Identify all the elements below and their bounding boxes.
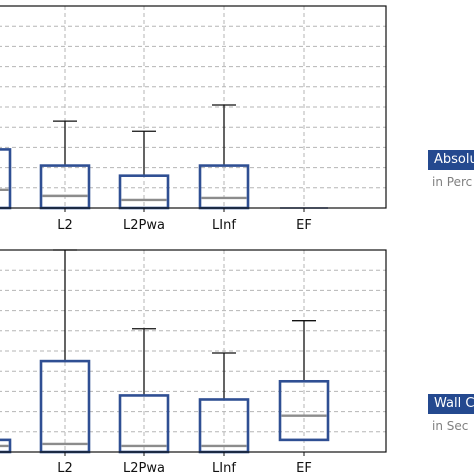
top-panel-sublabel: in Perc (432, 175, 473, 189)
bottom-box-first (0, 438, 12, 454)
top-x-tick-label: LInf (212, 218, 236, 233)
top-box-l2 (39, 164, 91, 210)
bottom-panel-label: Wall C (428, 394, 474, 414)
bottom-panel-sublabel: in Sec (432, 419, 469, 433)
bottom-x-tick-label: EF (296, 461, 312, 474)
bottom-x-tick-label: L2 (57, 461, 73, 474)
bottom-box-ef (278, 379, 330, 442)
top-x-tick-label: L2 (57, 218, 73, 233)
bottom-plot-frame (0, 249, 387, 453)
top-panel-label: Absolu (428, 150, 474, 170)
top-box-first (0, 148, 12, 210)
top-x-tick-label: L2Pwa (123, 218, 165, 233)
top-plot-frame (0, 5, 387, 209)
bottom-x-tick-label: LInf (212, 461, 236, 474)
top-box-linf (198, 164, 250, 210)
top-x-tick-label: EF (296, 218, 312, 233)
bottom-x-tick-label: L2Pwa (123, 461, 165, 474)
bottom-box-l2pwa (118, 394, 170, 454)
